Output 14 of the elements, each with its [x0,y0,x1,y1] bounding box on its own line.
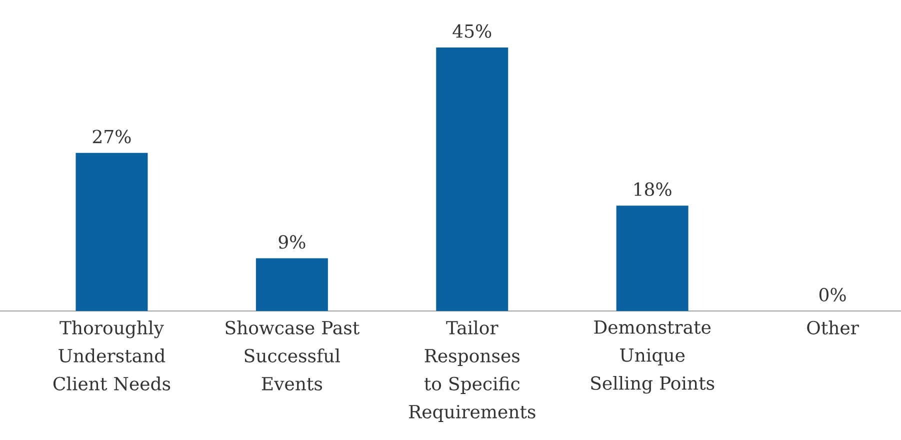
data-label: 18% [634,182,672,196]
data-label: 45% [452,24,492,38]
x-tick-label: Tailor Responses to Specific Requirements [409,320,536,422]
x-tick-label: Thoroughly Understand Client Needs [53,320,170,390]
x-tick-label: Demonstrate Unique Selling Points [591,320,714,394]
data-label: 9% [278,235,306,249]
bar [436,47,508,312]
data-label: 0% [819,288,846,302]
x-tick-label: Showcase Past Successful Events [226,320,360,390]
x-tick-label: Other [807,320,859,334]
bar [76,152,148,312]
data-label: 27% [92,130,131,144]
bar [616,206,688,312]
bar [256,258,328,312]
